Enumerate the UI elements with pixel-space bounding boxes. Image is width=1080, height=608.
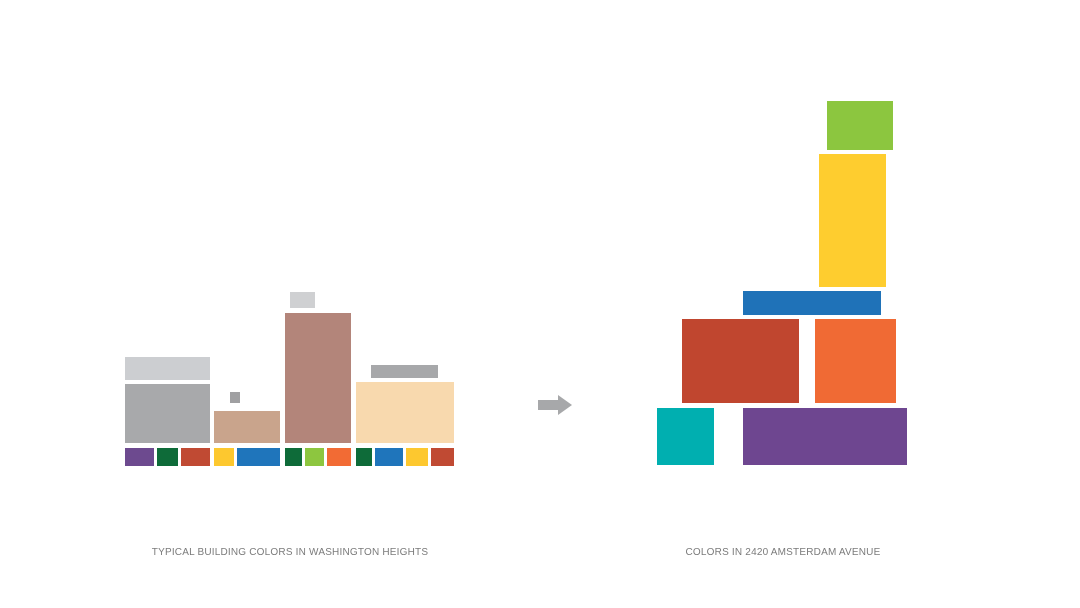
swatch <box>181 448 210 466</box>
block <box>214 411 280 443</box>
swatch <box>305 448 324 466</box>
existing-buildings <box>125 292 454 443</box>
block <box>125 357 210 380</box>
caption: COLORS IN 2420 AMSTERDAM AVENUE <box>686 547 881 558</box>
caption: TYPICAL BUILDING COLORS IN WASHINGTON HE… <box>152 547 429 558</box>
block <box>819 154 886 287</box>
color-strip <box>125 448 454 466</box>
block <box>290 292 315 308</box>
block <box>371 365 438 378</box>
block <box>827 101 893 150</box>
block <box>657 408 714 465</box>
swatch <box>431 448 454 466</box>
block <box>285 313 351 443</box>
block <box>743 291 881 315</box>
block <box>356 382 454 443</box>
new-building <box>657 101 907 465</box>
swatch <box>125 448 154 466</box>
arrow-head <box>558 395 572 415</box>
swatch <box>356 448 372 466</box>
block <box>743 408 907 465</box>
swatch <box>237 448 280 466</box>
block <box>125 384 210 443</box>
swatch <box>157 448 178 466</box>
swatch <box>285 448 302 466</box>
block <box>815 319 896 403</box>
block <box>682 319 799 403</box>
arrow-shaft <box>538 400 560 410</box>
swatch <box>214 448 234 466</box>
swatch <box>327 448 351 466</box>
block <box>230 392 240 403</box>
swatch <box>406 448 428 466</box>
swatch <box>375 448 403 466</box>
arrow <box>538 395 572 415</box>
